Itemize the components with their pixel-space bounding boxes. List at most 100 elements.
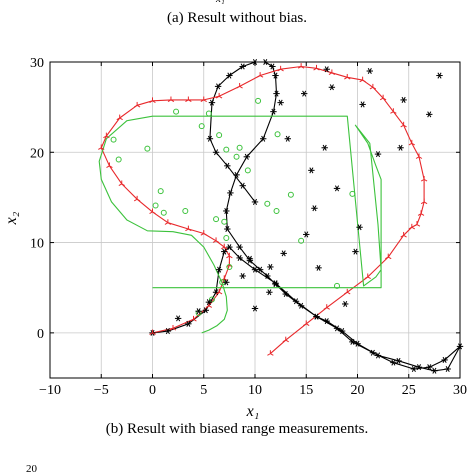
black-asterisks-point [321,144,328,151]
red-trajectory-point [417,210,425,216]
red-trajectory-point [106,162,113,168]
ticks: −10 −5 0 5 10 15 20 25 30 0 10 20 30 [30,56,467,398]
red-trajectory-point [420,175,428,182]
black-trajectory-point [297,302,305,309]
black-asterisks-point [315,264,322,271]
x-tick-label: −5 [94,383,109,398]
black-trajectory-point [226,72,233,79]
black-asterisks-point [311,205,318,212]
black-trajectory-point [264,272,271,279]
black-trajectory-point [354,340,361,347]
red-trajectory-point [190,315,197,322]
x-tick-label: 10 [248,383,262,398]
y-tick-label: 0 [37,327,44,342]
red-trajectory-point [400,121,407,128]
black-trajectory-point [243,153,250,160]
red-trajectory-point [297,63,305,69]
red-trajectory-point [118,180,125,187]
black-trajectory-point [233,171,240,178]
red-trajectory-point [277,65,284,72]
red-trajectory-point [390,108,397,114]
x-axis-label: x₁ [246,403,260,420]
black-asterisks-point [366,68,373,75]
black-trajectory-point [426,364,433,371]
black-trajectory-point [251,198,259,205]
green-circles-point [274,131,281,138]
red-trajectory-point [323,304,330,310]
green-circles-point [144,145,151,152]
black-asterisks-point [426,111,433,118]
black-asterisks-point [284,135,291,142]
red-trajectory [100,65,425,355]
black-asterisks-point [280,250,287,257]
green-path [98,115,382,334]
green-circles-point [236,144,243,151]
x-tick-label: 20 [351,383,365,398]
black-trajectory-point [224,226,231,233]
black-asterisks-point [251,305,259,312]
red-trajectory-point [385,253,392,260]
black-trajectory-point [236,254,243,261]
red-trajectory-point [149,208,156,215]
red-trajectory-point [415,153,423,159]
red-trajectory-point [236,82,243,89]
red-trajectory-point [200,96,207,103]
black-asterisks-point [328,84,336,91]
red-trajectory-point [221,243,228,250]
black-trajectory-point [221,248,228,255]
black-trajectory-point [260,135,267,142]
red-trajectory-point [328,69,336,75]
red-trajectory-point [408,139,416,146]
green-circles-point [213,216,220,223]
red-trajectory-point [133,195,141,202]
black-asterisks-point [436,72,443,79]
black-asterisks-point [277,99,284,106]
black-trajectory-point [226,244,233,251]
red-trajectory-point [164,219,172,225]
green-circles-point [233,153,240,160]
red-trajectory-point [364,273,371,280]
black-asterisks-point [303,231,310,238]
green-circles-point [264,200,271,207]
red-trajectory-point [200,230,207,236]
red-trajectory-point [215,92,223,99]
black-trajectory-point [273,90,280,97]
red-trajectory-point [212,237,220,243]
x-tick-label: 30 [453,383,467,398]
black-trajectory-point [202,307,209,314]
black-trajectory-point [227,189,234,196]
red-trajectory-point [282,336,289,343]
red-trajectory-point [98,144,105,150]
black-trajectory-point [272,72,279,79]
red-trajectory-point [167,96,175,103]
page-number: 20 [26,463,37,475]
black-trajectory-point [212,149,220,156]
black-asterisks-point [266,289,273,296]
red-trajectory-point [313,64,320,71]
black-trajectory-point [224,162,231,169]
green-circles-point [216,132,223,139]
marker-layer [98,58,464,374]
green-circles-point [334,282,340,289]
red-trajectory-point [379,94,387,101]
black-trajectory-point [333,325,341,332]
green-circles-point [244,167,251,174]
black-asterisks-point [359,101,366,108]
black-trajectory-point [323,318,330,325]
black-asterisks-point [352,248,359,255]
x-tick-label: 15 [299,383,313,398]
black-trajectory-point [206,135,214,142]
red-trajectory-point [226,252,233,259]
green-circles-point [221,218,228,225]
black-trajectory-point [441,356,448,363]
black-asterisks-point [333,185,341,192]
black-asterisks-point [308,167,315,174]
y-tick-label: 10 [30,237,44,252]
green-circles-point [198,123,205,130]
red-trajectory-point [344,288,351,295]
green-circles-point [160,209,167,216]
red-trajectory-point [185,225,192,232]
black-asterisks-point [374,151,382,158]
black-trajectory-point [208,99,216,106]
